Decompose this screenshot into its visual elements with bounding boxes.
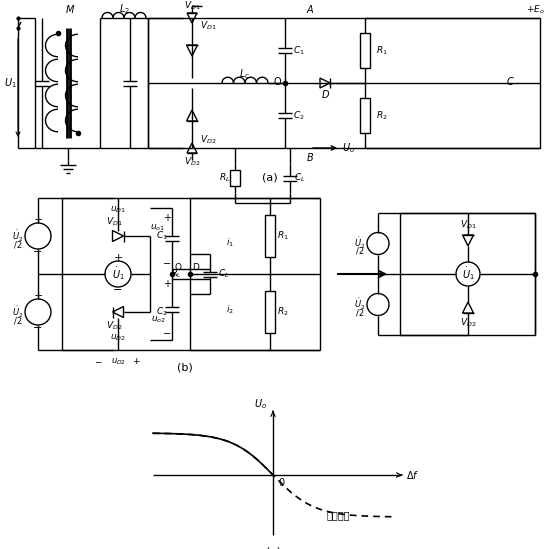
Text: $u_{D2}$: $u_{D2}$ — [110, 357, 125, 367]
Text: $\dot{U}_1$: $\dot{U}_1$ — [112, 266, 124, 283]
Text: $R_2$: $R_2$ — [277, 306, 289, 318]
Text: $L_c$: $L_c$ — [240, 67, 251, 81]
Text: +: + — [163, 279, 171, 289]
Text: $\dot{U}_2$: $\dot{U}_2$ — [13, 304, 24, 320]
Bar — [230, 170, 240, 186]
Text: −: − — [163, 329, 171, 339]
Text: $U_o$: $U_o$ — [341, 141, 354, 155]
Text: /2: /2 — [14, 240, 22, 249]
Text: $u_{D1}$: $u_{D1}$ — [110, 205, 126, 215]
Text: $i_2$: $i_2$ — [226, 304, 234, 316]
Text: /2: /2 — [356, 308, 364, 317]
Text: M: M — [66, 5, 74, 15]
Text: $V_{D2}$: $V_{D2}$ — [200, 134, 217, 146]
Text: −: − — [94, 357, 102, 367]
Text: +: + — [163, 213, 171, 223]
Text: $V_{D2}$: $V_{D2}$ — [184, 156, 200, 168]
Bar — [360, 32, 370, 69]
Text: $+E_o$: $+E_o$ — [526, 4, 544, 16]
Text: $u_{D2}$: $u_{D2}$ — [110, 333, 126, 343]
Text: $C_L$: $C_L$ — [218, 268, 229, 280]
Text: $R_2$: $R_2$ — [376, 109, 388, 122]
Text: C: C — [507, 77, 514, 87]
Text: (b): (b) — [177, 363, 193, 373]
Text: $i_1$: $i_1$ — [226, 237, 234, 249]
Text: −: − — [163, 259, 171, 269]
Bar — [360, 98, 370, 133]
Bar — [265, 291, 275, 333]
Text: A: A — [307, 5, 313, 15]
Text: $\dot{U}_1$: $\dot{U}_1$ — [462, 266, 474, 283]
Text: +: + — [33, 291, 43, 301]
Text: −: − — [33, 247, 43, 257]
Text: $V_{D1}$: $V_{D1}$ — [459, 219, 476, 231]
Text: −: − — [33, 323, 43, 333]
Text: (a): (a) — [262, 173, 278, 183]
Text: $C_1$: $C_1$ — [156, 229, 168, 242]
Text: B: B — [307, 153, 313, 163]
Text: 0: 0 — [278, 478, 284, 488]
Text: $R_L$: $R_L$ — [171, 268, 182, 280]
Text: +: + — [132, 357, 139, 367]
Text: $V_{D1}$: $V_{D1}$ — [200, 20, 217, 32]
Text: $U_o$: $U_o$ — [254, 397, 267, 411]
Text: $u_{o1}$: $u_{o1}$ — [150, 223, 166, 233]
Text: $R_1$: $R_1$ — [277, 229, 289, 242]
Text: O: O — [174, 264, 182, 272]
Text: $\dot{U}_2$: $\dot{U}_2$ — [354, 236, 366, 251]
Text: D: D — [321, 90, 329, 100]
Text: $C_2$: $C_2$ — [156, 306, 168, 318]
Text: $V_{D2}$: $V_{D2}$ — [460, 317, 476, 329]
Text: $\dot{U}_2$: $\dot{U}_2$ — [13, 228, 24, 244]
Text: $V_{D1}$: $V_{D1}$ — [106, 216, 122, 228]
Text: $u_{o2}$: $u_{o2}$ — [150, 315, 166, 325]
Text: $V_{D2}$: $V_{D2}$ — [106, 320, 122, 332]
Text: −: − — [113, 285, 123, 295]
Text: $\Delta f$: $\Delta f$ — [406, 469, 420, 481]
Bar — [265, 215, 275, 257]
Text: +: + — [33, 215, 43, 225]
Text: O: O — [273, 77, 281, 87]
Text: /2: /2 — [14, 317, 22, 326]
Text: $R_L$: $R_L$ — [219, 172, 231, 184]
Text: $C_L$: $C_L$ — [294, 172, 306, 184]
Text: $R_1$: $R_1$ — [376, 44, 388, 57]
Text: (c): (c) — [265, 547, 281, 549]
Text: D: D — [193, 264, 200, 272]
Text: $L_2$: $L_2$ — [119, 2, 130, 16]
Text: /2: /2 — [356, 247, 364, 256]
Text: $C_1$: $C_1$ — [293, 44, 305, 57]
Text: 比例鉴频: 比例鉴频 — [326, 510, 350, 520]
Text: $\dot{U}_2$: $\dot{U}_2$ — [354, 297, 366, 312]
Text: $V_{D1}$: $V_{D1}$ — [184, 0, 200, 12]
Text: $U_1$: $U_1$ — [4, 76, 16, 90]
Text: $C_2$: $C_2$ — [293, 109, 305, 122]
Text: +: + — [113, 253, 123, 263]
